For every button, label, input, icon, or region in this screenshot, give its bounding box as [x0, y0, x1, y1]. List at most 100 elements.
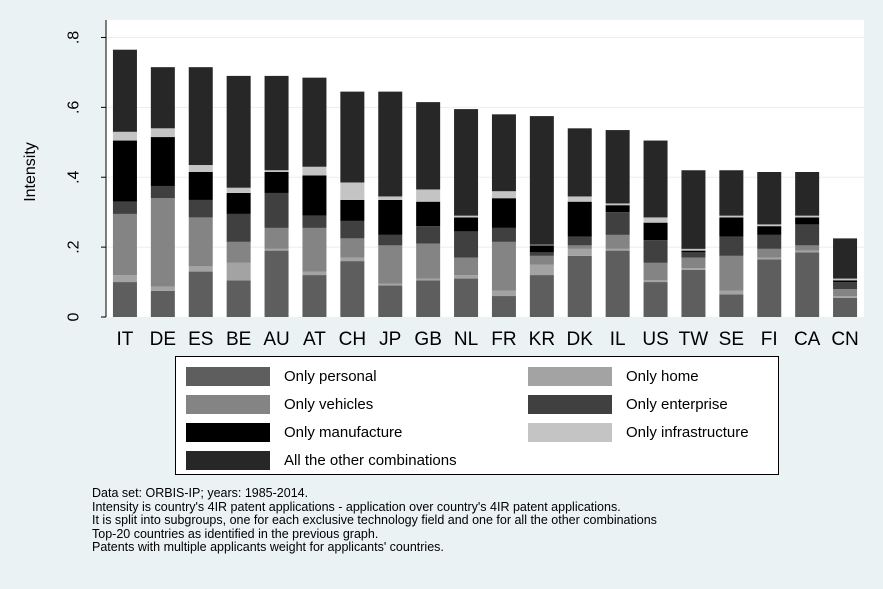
bar-segment — [529, 245, 554, 253]
legend-swatch — [186, 423, 270, 442]
x-tick-label: AU — [263, 329, 289, 350]
bar-segment — [795, 250, 820, 253]
y-axis-ticks: 0 .2 .4 .6 .8 — [66, 31, 106, 321]
bar-segment — [491, 227, 516, 242]
bar-segment — [681, 170, 706, 249]
bar-segment — [567, 236, 592, 246]
x-tick-label: US — [642, 329, 668, 350]
note-line: It is split into subgroups, one for each… — [92, 514, 657, 528]
x-tick-label: FR — [491, 329, 516, 350]
x-tick-label: NL — [454, 329, 478, 350]
bar-segment — [188, 67, 213, 166]
bar-segment — [150, 67, 175, 129]
bar-segment — [150, 185, 175, 199]
chart-notes: Data set: ORBIS-IP; years: 1985-2014. In… — [92, 487, 880, 555]
bar-segment — [416, 189, 441, 202]
bar-segment — [150, 128, 175, 138]
x-tick-label: TW — [679, 329, 709, 350]
x-tick-label: AT — [303, 329, 326, 350]
bar-segment — [491, 114, 516, 192]
bar-segment — [567, 255, 592, 317]
bar-segment — [681, 257, 706, 269]
bar-segment — [719, 217, 744, 237]
x-tick-label: DK — [567, 329, 594, 350]
bar-segment — [833, 289, 858, 297]
bar-segment — [833, 238, 858, 279]
bar-segment — [302, 175, 327, 216]
bar-segment — [757, 257, 782, 260]
plot-area — [106, 20, 864, 317]
x-tick-label: IT — [117, 329, 134, 350]
y-tick-label: .6 — [66, 101, 83, 114]
bar-segment — [567, 128, 592, 197]
bar-segment — [719, 294, 744, 317]
bar-segment — [454, 257, 479, 276]
bar-segment — [529, 116, 554, 245]
bar-segment — [340, 257, 365, 262]
bar-segment — [529, 275, 554, 317]
x-tick-label: KR — [529, 329, 555, 350]
bar-segment — [491, 241, 516, 291]
bar-segment — [833, 296, 858, 298]
bar-segment — [416, 280, 441, 317]
bar-segment — [605, 205, 630, 213]
bar-segment — [378, 245, 403, 284]
bar-segment — [264, 227, 289, 249]
bar-segment — [112, 275, 137, 283]
bar-segment — [226, 262, 251, 281]
bar-segment — [188, 266, 213, 272]
bar-segment — [226, 192, 251, 214]
bar-segment — [795, 171, 820, 216]
x-tick-label: JP — [379, 329, 401, 350]
x-tick-label: CN — [831, 329, 858, 350]
bar-segment — [643, 280, 668, 283]
y-axis-title: Intensity — [22, 142, 39, 202]
bar-segment — [454, 215, 479, 218]
legend-label: All the other combinations — [284, 452, 457, 469]
bar-segment — [454, 231, 479, 258]
bar-segment — [795, 215, 820, 218]
bar-segment — [719, 255, 744, 291]
bar-segment — [416, 226, 441, 244]
bar-segment — [226, 280, 251, 317]
y-tick-label: .4 — [66, 170, 83, 183]
x-axis-labels: IT DE ES BE AU AT CH JP GB NL FR KR DK IL US TW SE FI CA CN — [117, 329, 859, 350]
bar-segment — [112, 282, 137, 317]
bar-segment — [188, 271, 213, 317]
bar-segment — [226, 75, 251, 188]
bar-segment — [112, 213, 137, 276]
bar-segment — [567, 201, 592, 237]
bar-segment — [757, 259, 782, 317]
bar-segment — [605, 234, 630, 249]
bar-segment — [567, 196, 592, 202]
bar-segment — [605, 248, 630, 251]
legend-label: Only manufacture — [284, 424, 403, 441]
legend-label: Only enterprise — [626, 396, 728, 413]
bar-segment — [529, 252, 554, 256]
legend-swatch — [186, 367, 270, 386]
bar-segment — [719, 236, 744, 256]
bar-segment — [378, 285, 403, 317]
bar-segment — [454, 278, 479, 317]
bar-segment — [643, 240, 668, 263]
bar-segment — [491, 198, 516, 228]
bar-segment — [454, 109, 479, 216]
bar-segment — [378, 91, 403, 197]
bar-segment — [416, 102, 441, 190]
bar-segment — [150, 198, 175, 287]
bar-segment — [643, 217, 668, 223]
bar-segment — [757, 226, 782, 235]
bar-segment — [150, 286, 175, 291]
x-tick-label: GB — [414, 329, 441, 350]
bar-segment — [302, 77, 327, 167]
bar-segment — [340, 261, 365, 317]
bar-segment — [340, 91, 365, 183]
bar-segment — [833, 297, 858, 317]
x-tick-label: BE — [226, 329, 251, 350]
note-line: Top-20 countries as identified in the pr… — [92, 527, 379, 541]
bar-segment — [833, 282, 858, 290]
bar-segment — [719, 170, 744, 216]
bar-segment — [643, 222, 668, 241]
bar-segment — [264, 250, 289, 317]
